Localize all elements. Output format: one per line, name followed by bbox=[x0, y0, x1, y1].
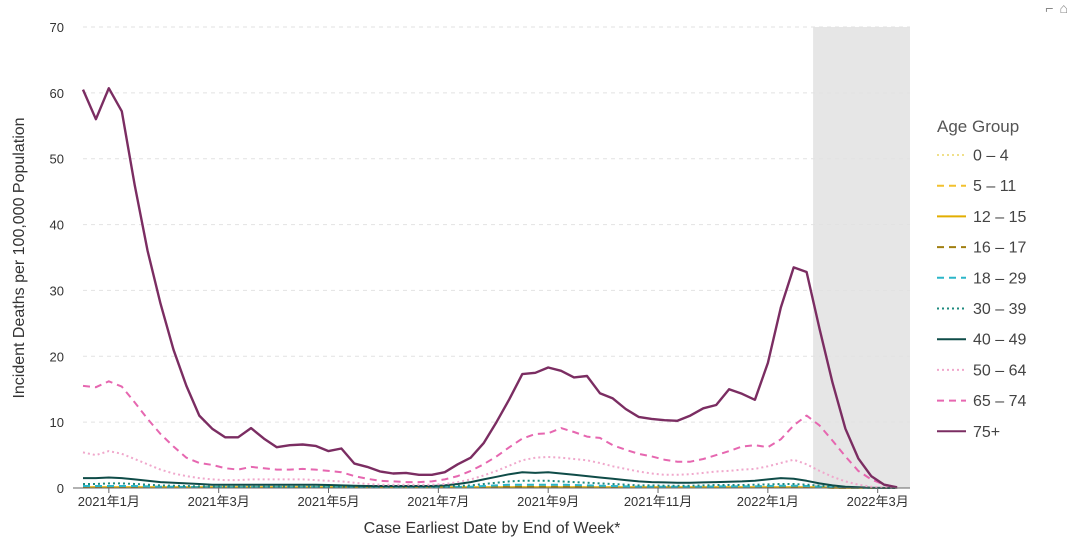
legend-label: 5 – 11 bbox=[973, 178, 1016, 195]
x-tick-label: 2021年5月 bbox=[297, 494, 359, 509]
y-tick-label: 70 bbox=[50, 20, 64, 35]
legend-item[interactable]: 40 – 49 bbox=[937, 332, 1026, 349]
legend-label: 18 – 29 bbox=[973, 270, 1026, 287]
legend-label: 0 – 4 bbox=[973, 148, 1009, 165]
series-line bbox=[82, 450, 898, 489]
y-tick-label: 60 bbox=[50, 86, 64, 101]
y-tick-label: 50 bbox=[50, 152, 64, 167]
axis-layer: 0 10 20 30 40 50 60 70 2021年1月 2021年3月 2021年5月 2021… bbox=[50, 20, 910, 509]
legend-item[interactable]: 5 – 11 bbox=[937, 178, 1016, 195]
shaded-region-layer bbox=[813, 27, 910, 488]
legend-label: 50 – 64 bbox=[973, 362, 1026, 379]
x-tick-label: 2021年7月 bbox=[407, 494, 469, 509]
y-axis-title: Incident Deaths per 100,000 Population bbox=[11, 117, 28, 398]
legend-item[interactable]: 30 – 39 bbox=[937, 301, 1026, 318]
legend-item[interactable]: 18 – 29 bbox=[937, 270, 1026, 287]
series-line bbox=[83, 471, 898, 489]
x-tick-label: 2021年9月 bbox=[517, 494, 579, 509]
y-tick-label: 30 bbox=[50, 283, 64, 298]
x-tick-label: 2021年3月 bbox=[188, 494, 250, 509]
y-tick-label: 20 bbox=[50, 349, 64, 364]
legend-label: 65 – 74 bbox=[973, 393, 1026, 410]
legend-title: Age Group bbox=[937, 117, 1019, 136]
legend-label: 12 – 15 bbox=[973, 209, 1026, 226]
modebar-icons[interactable]: ⌐⌂ bbox=[1045, 0, 1074, 16]
series-line bbox=[82, 380, 898, 488]
shaded-region bbox=[813, 27, 910, 488]
legend-label: 75+ bbox=[973, 424, 1000, 441]
grid-layer bbox=[83, 26, 910, 423]
y-tick-label: 0 bbox=[57, 481, 64, 496]
legend-item[interactable]: 16 – 17 bbox=[937, 240, 1026, 257]
legend-item[interactable]: 50 – 64 bbox=[937, 362, 1026, 379]
autoscale-icon[interactable]: ⌐ bbox=[1045, 0, 1060, 16]
x-tick-label: 2022年1月 bbox=[737, 494, 799, 509]
x-tick-label: 2021年11月 bbox=[624, 494, 692, 509]
legend-item[interactable]: 0 – 4 bbox=[937, 148, 1009, 165]
legend-item[interactable]: 65 – 74 bbox=[937, 393, 1026, 410]
legend-item[interactable]: 12 – 15 bbox=[937, 209, 1026, 226]
legend: Age Group 0 – 4 5 – 11 12 – 15 16 – 17 18 – … bbox=[937, 117, 1026, 441]
x-tick-label: 2021年1月 bbox=[78, 494, 140, 509]
y-tick-label: 40 bbox=[50, 218, 64, 233]
reset-axes-icon[interactable]: ⌂ bbox=[1059, 0, 1074, 16]
series-line bbox=[81, 87, 898, 489]
x-tick-label: 2022年3月 bbox=[847, 494, 909, 509]
legend-label: 40 – 49 bbox=[973, 332, 1026, 349]
x-axis-title: Case Earliest Date by End of Week* bbox=[364, 520, 621, 537]
series-layer bbox=[81, 87, 898, 489]
legend-label: 16 – 17 bbox=[973, 240, 1026, 257]
y-tick-label: 10 bbox=[50, 415, 64, 430]
legend-item[interactable]: 75+ bbox=[937, 424, 1000, 441]
legend-label: 30 – 39 bbox=[973, 301, 1026, 318]
series-line bbox=[83, 479, 898, 489]
